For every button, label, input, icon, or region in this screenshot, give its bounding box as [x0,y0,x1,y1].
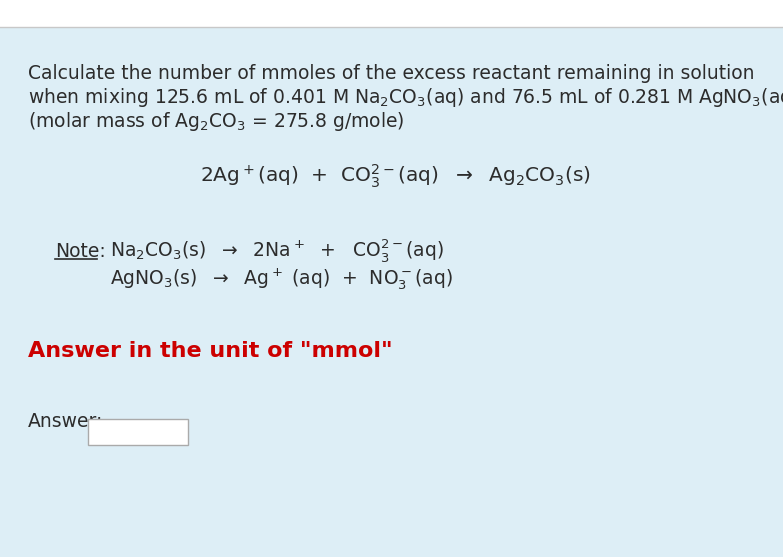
Text: Note:: Note: [55,242,106,261]
Text: Answer:: Answer: [28,412,103,431]
Text: Answer in the unit of "mmol": Answer in the unit of "mmol" [28,341,392,361]
Text: when mixing 125.6 mL of 0.401 M Na$_2$CO$_3$(aq) and 76.5 mL of 0.281 M AgNO$_3$: when mixing 125.6 mL of 0.401 M Na$_2$CO… [28,86,783,109]
Text: Calculate the number of mmoles of the excess reactant remaining in solution: Calculate the number of mmoles of the ex… [28,64,755,83]
Text: AgNO$_3$(s)  $\rightarrow$  Ag$^+$ (aq)  +  NO$_3^-$(aq): AgNO$_3$(s) $\rightarrow$ Ag$^+$ (aq) + … [110,267,453,292]
FancyBboxPatch shape [0,0,783,27]
Text: (molar mass of Ag$_2$CO$_3$ = 275.8 g/mole): (molar mass of Ag$_2$CO$_3$ = 275.8 g/mo… [28,110,405,133]
Text: Na$_2$CO$_3$(s)  $\rightarrow$  2Na$^+$  +   CO$_3^{2-}$(aq): Na$_2$CO$_3$(s) $\rightarrow$ 2Na$^+$ + … [110,237,444,265]
FancyBboxPatch shape [88,419,188,445]
Text: 2Ag$^+$(aq)  +  CO$_3^{2-}$(aq)  $\rightarrow$  Ag$_2$CO$_3$(s): 2Ag$^+$(aq) + CO$_3^{2-}$(aq) $\rightarr… [200,162,591,190]
